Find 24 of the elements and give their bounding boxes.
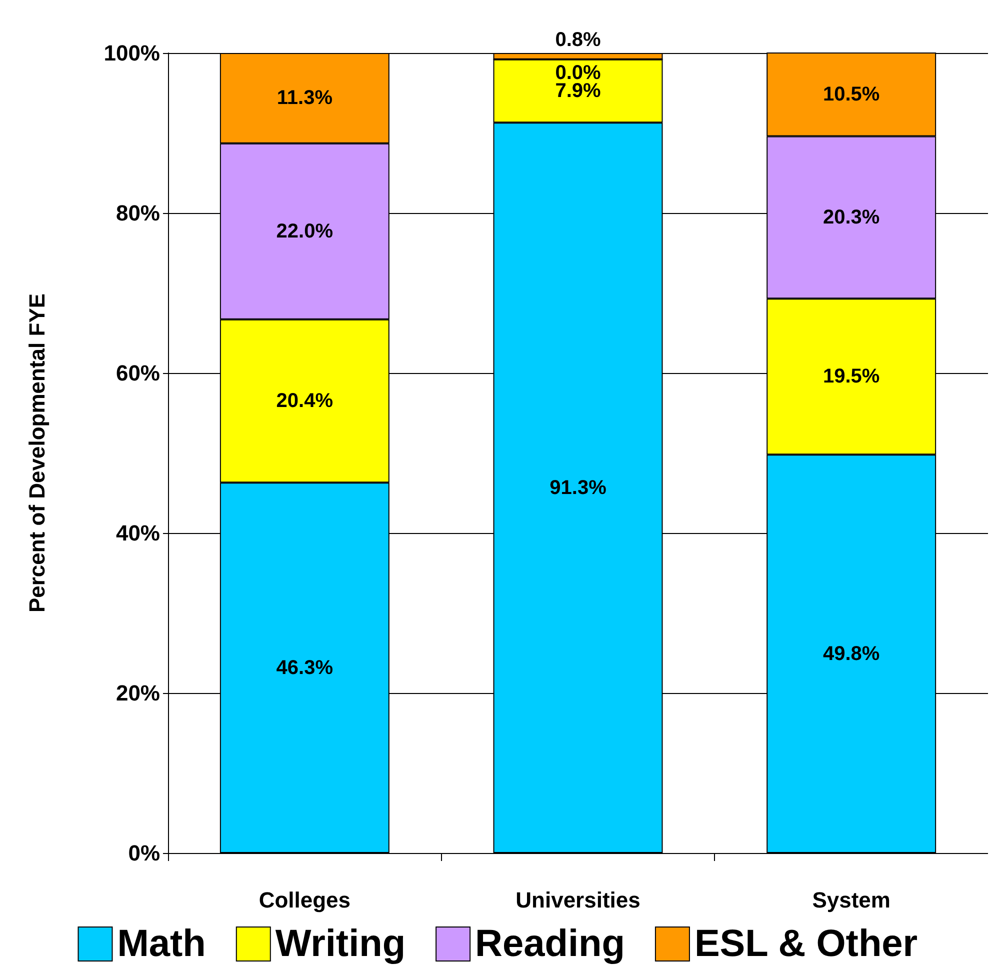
data-label: 46.3% <box>276 656 334 679</box>
y-tick-label: 100% <box>104 40 160 66</box>
x-tick-label: Colleges <box>258 888 351 912</box>
y-tick-label: 40% <box>116 520 160 546</box>
data-label: 19.5% <box>822 366 880 388</box>
data-label: 20.3% <box>822 206 880 228</box>
data-label: 0.8% <box>555 29 602 51</box>
y-axis-title: Percent of Developmental FYE <box>24 293 50 613</box>
y-tick-label: 20% <box>116 680 160 706</box>
data-label: 11.3% <box>276 87 333 110</box>
y-tick-label: 80% <box>116 200 160 226</box>
x-tick-label: System <box>812 888 890 912</box>
legend-label: Math <box>117 923 206 965</box>
legend-label: Reading <box>475 923 625 965</box>
legend-label: ESL & Other <box>694 923 918 965</box>
data-label: 10.5% <box>822 83 880 106</box>
y-tick-label: 0% <box>128 840 160 866</box>
x-tick-label: Universities <box>516 888 640 912</box>
y-tick-label: 60% <box>116 360 160 386</box>
data-label: 91.3% <box>550 476 607 499</box>
data-label: 20.4% <box>276 390 334 412</box>
data-label: 49.8% <box>822 642 880 665</box>
data-label: 22.0% <box>276 220 334 242</box>
legend-label: Writing <box>275 923 406 965</box>
